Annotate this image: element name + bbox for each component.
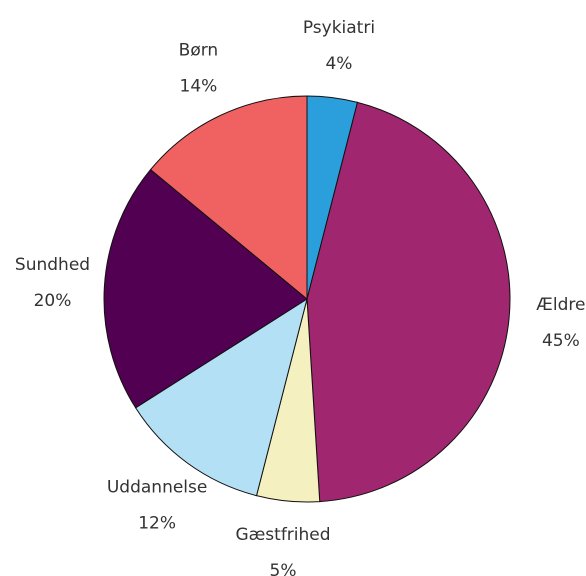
slice-label: Psykiatri	[303, 18, 375, 38]
slice-value-label: 20%	[34, 291, 72, 311]
slice-value-label: 45%	[542, 331, 580, 351]
pie-slice	[103, 168, 308, 409]
pie-slice	[134, 297, 308, 497]
slice-value-label: 4%	[325, 54, 352, 74]
pie-slice	[306, 101, 511, 503]
slice-value-label: 12%	[138, 513, 176, 533]
slice-label: Uddannelse	[107, 477, 208, 497]
slice-label: Ældre	[536, 295, 585, 315]
slice-label: Gæstfrihed	[235, 525, 330, 545]
slice-value-label: 5%	[270, 561, 297, 576]
pie-slice	[149, 95, 308, 301]
slice-label: Sundhed	[15, 255, 90, 275]
slice-value-label: 14%	[180, 76, 218, 96]
slice-label: Børn	[179, 40, 219, 60]
